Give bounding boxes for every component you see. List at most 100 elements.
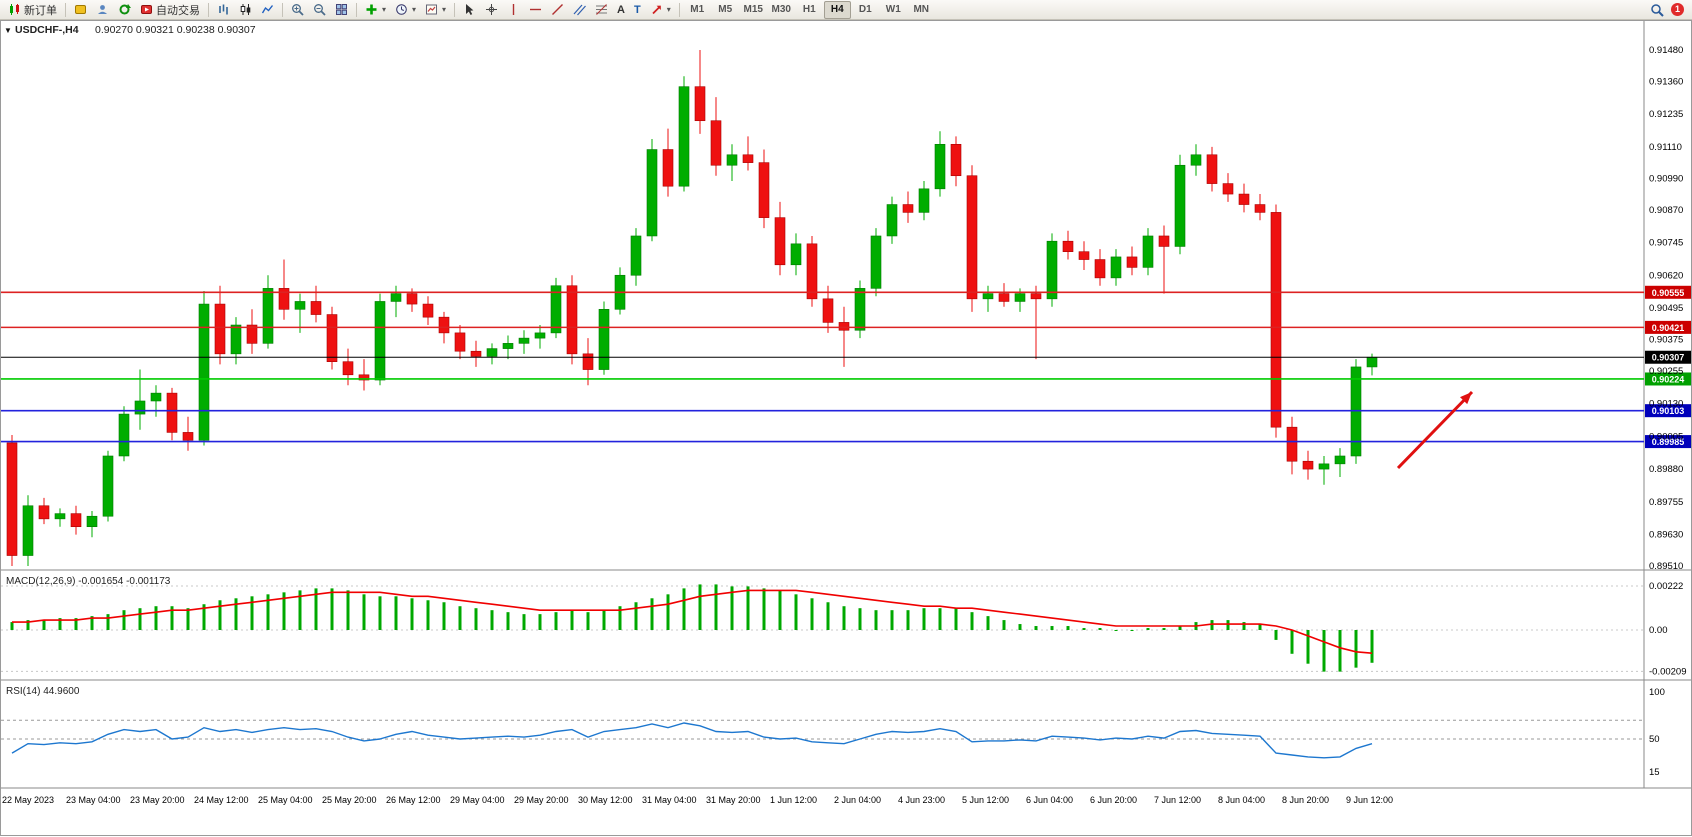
svg-text:0.89755: 0.89755 xyxy=(1649,497,1683,508)
main-toolbar: 新订单 自动交易 xyxy=(0,0,1692,20)
svg-text:31 May 20:00: 31 May 20:00 xyxy=(706,795,761,805)
timeframe-h1-button[interactable]: H1 xyxy=(802,3,816,15)
line-chart-icon xyxy=(261,5,274,14)
arrows-tool-button[interactable]: ▾ xyxy=(646,0,675,19)
svg-text:0.91235: 0.91235 xyxy=(1649,109,1683,120)
svg-text:0.89630: 0.89630 xyxy=(1649,530,1683,541)
channel-tool-button[interactable] xyxy=(569,0,590,19)
svg-text:26 May 12:00: 26 May 12:00 xyxy=(386,795,441,805)
arrow-marker-icon xyxy=(652,5,661,15)
search-button[interactable] xyxy=(1646,0,1668,19)
timeframe-m30-button[interactable]: M30 xyxy=(771,3,791,15)
timeframe-mn-button[interactable]: MN xyxy=(913,3,930,15)
svg-text:30 May 12:00: 30 May 12:00 xyxy=(578,795,633,805)
tile-windows-button[interactable] xyxy=(331,0,352,19)
chart-ohlc-values: 0.90270 0.90321 0.90238 0.90307 xyxy=(95,24,256,36)
horizontal-line-tool-button[interactable] xyxy=(525,0,546,19)
new-order-button[interactable]: 新订单 xyxy=(4,0,61,19)
chevron-down-icon: ▾ xyxy=(442,5,447,14)
zoom-out-icon xyxy=(314,4,326,16)
new-order-label: 新订单 xyxy=(24,4,57,17)
trendline-icon xyxy=(552,4,564,15)
svg-text:0.90255: 0.90255 xyxy=(1649,366,1683,377)
fibonacci-icon xyxy=(596,4,608,15)
refresh-button[interactable] xyxy=(114,0,135,19)
clock-icon xyxy=(396,4,407,15)
svg-text:0.90130: 0.90130 xyxy=(1649,399,1683,410)
timeframe-d1-button[interactable]: D1 xyxy=(858,3,872,15)
horizontal-level-lines[interactable]: 0.90555 0.90421 0.90307 0.90224 0.90103 0.899… xyxy=(1,285,1691,449)
svg-text:5 Jun 12:00: 5 Jun 12:00 xyxy=(962,795,1009,805)
svg-text:0.91480: 0.91480 xyxy=(1649,45,1683,56)
svg-text:8 Jun 20:00: 8 Jun 20:00 xyxy=(1282,795,1329,805)
vertical-line-icon xyxy=(512,4,515,15)
periods-button[interactable]: ▾ xyxy=(391,0,420,19)
toolbar-separator xyxy=(65,2,66,17)
template-icon xyxy=(426,4,438,15)
svg-text:0.90103: 0.90103 xyxy=(1652,406,1685,416)
svg-text:7 Jun 12:00: 7 Jun 12:00 xyxy=(1154,795,1201,805)
crosshair-icon xyxy=(486,4,498,15)
svg-text:6 Jun 20:00: 6 Jun 20:00 xyxy=(1090,795,1137,805)
horizontal-line-icon xyxy=(530,8,542,11)
toolbar-separator xyxy=(454,2,456,17)
svg-text:22 May 2023: 22 May 2023 xyxy=(2,795,54,805)
line-chart-button[interactable] xyxy=(257,0,278,19)
chart-menu-icon[interactable]: ▼ xyxy=(4,26,12,35)
svg-text:29 May 04:00: 29 May 04:00 xyxy=(450,795,505,805)
svg-text:31 May 04:00: 31 May 04:00 xyxy=(642,795,697,805)
auto-trading-icon xyxy=(141,5,152,14)
rsi-indicator-label: RSI(14) 44.9600 xyxy=(6,686,80,697)
tile-windows-icon xyxy=(336,4,347,15)
toolbar-separator xyxy=(356,2,357,17)
svg-text:0.90870: 0.90870 xyxy=(1649,205,1683,216)
time-axis[interactable]: 22 May 2023 23 May 04:00 23 May 20:00 24 Ma… xyxy=(2,795,1393,805)
svg-text:25 May 20:00: 25 May 20:00 xyxy=(322,795,377,805)
auto-trading-button[interactable]: 自动交易 xyxy=(136,0,204,19)
toolbar-separator xyxy=(678,2,680,17)
crosshair-button[interactable] xyxy=(481,0,502,19)
zoom-out-button[interactable] xyxy=(309,0,330,19)
timeframe-m1-button[interactable]: M1 xyxy=(690,3,705,15)
macd-panel: 0.00222 0.00 -0.00209 xyxy=(1,581,1687,677)
zoom-in-button[interactable] xyxy=(287,0,308,19)
chart-symbol-title: USDCHF-,H4 xyxy=(15,24,79,36)
svg-text:0.90555: 0.90555 xyxy=(1652,288,1685,298)
zoom-in-icon xyxy=(292,4,304,16)
svg-text:0.00: 0.00 xyxy=(1649,625,1668,636)
text-tool-icon: A xyxy=(617,3,625,16)
svg-text:0.90620: 0.90620 xyxy=(1649,270,1683,281)
fibonacci-tool-button[interactable] xyxy=(591,0,612,19)
timeframe-w1-button[interactable]: W1 xyxy=(885,3,901,15)
trendline-tool-button[interactable] xyxy=(547,0,568,19)
timeframe-m5-button[interactable]: M5 xyxy=(718,3,733,15)
chevron-down-icon: ▾ xyxy=(382,5,387,14)
svg-text:25 May 04:00: 25 May 04:00 xyxy=(258,795,313,805)
svg-text:0.89510: 0.89510 xyxy=(1649,561,1683,572)
svg-text:0.90224: 0.90224 xyxy=(1652,374,1685,384)
templates-button[interactable]: ▾ xyxy=(421,0,450,19)
svg-text:6 Jun 04:00: 6 Jun 04:00 xyxy=(1026,795,1073,805)
data-window-button[interactable] xyxy=(92,0,113,19)
svg-text:8 Jun 04:00: 8 Jun 04:00 xyxy=(1218,795,1265,805)
cursor-button[interactable] xyxy=(459,0,480,19)
indicators-button[interactable]: ▾ xyxy=(361,0,390,19)
chart-canvas[interactable]: 0.90555 0.90421 0.90307 0.90224 0.90103 0.899… xyxy=(0,20,1692,837)
market-depth-button[interactable] xyxy=(70,0,91,19)
candles-series xyxy=(6,50,1378,566)
timeframe-m15-button[interactable]: M15 xyxy=(743,3,763,15)
timeframe-h4-button[interactable]: H4 xyxy=(823,0,851,19)
candlestick-chart-button[interactable] xyxy=(235,0,256,19)
new-order-icon xyxy=(10,4,19,15)
svg-text:-0.00209: -0.00209 xyxy=(1649,666,1687,677)
toolbar-separator xyxy=(208,2,209,17)
bar-chart-button[interactable] xyxy=(213,0,234,19)
label-tool-button[interactable]: T xyxy=(630,0,645,19)
vertical-line-tool-button[interactable] xyxy=(503,0,524,19)
price-axis[interactable]: 0.91480 0.91360 0.91235 0.91110 0.90990 0.908… xyxy=(1649,45,1683,572)
text-tool-button[interactable]: A xyxy=(613,0,629,19)
chart-window[interactable]: 0.90555 0.90421 0.90307 0.90224 0.90103 0.899… xyxy=(0,20,1692,837)
trend-arrow-annotation[interactable] xyxy=(1396,390,1474,470)
svg-text:0.90421: 0.90421 xyxy=(1652,323,1685,333)
notification-badge[interactable]: 1 xyxy=(1671,3,1684,16)
